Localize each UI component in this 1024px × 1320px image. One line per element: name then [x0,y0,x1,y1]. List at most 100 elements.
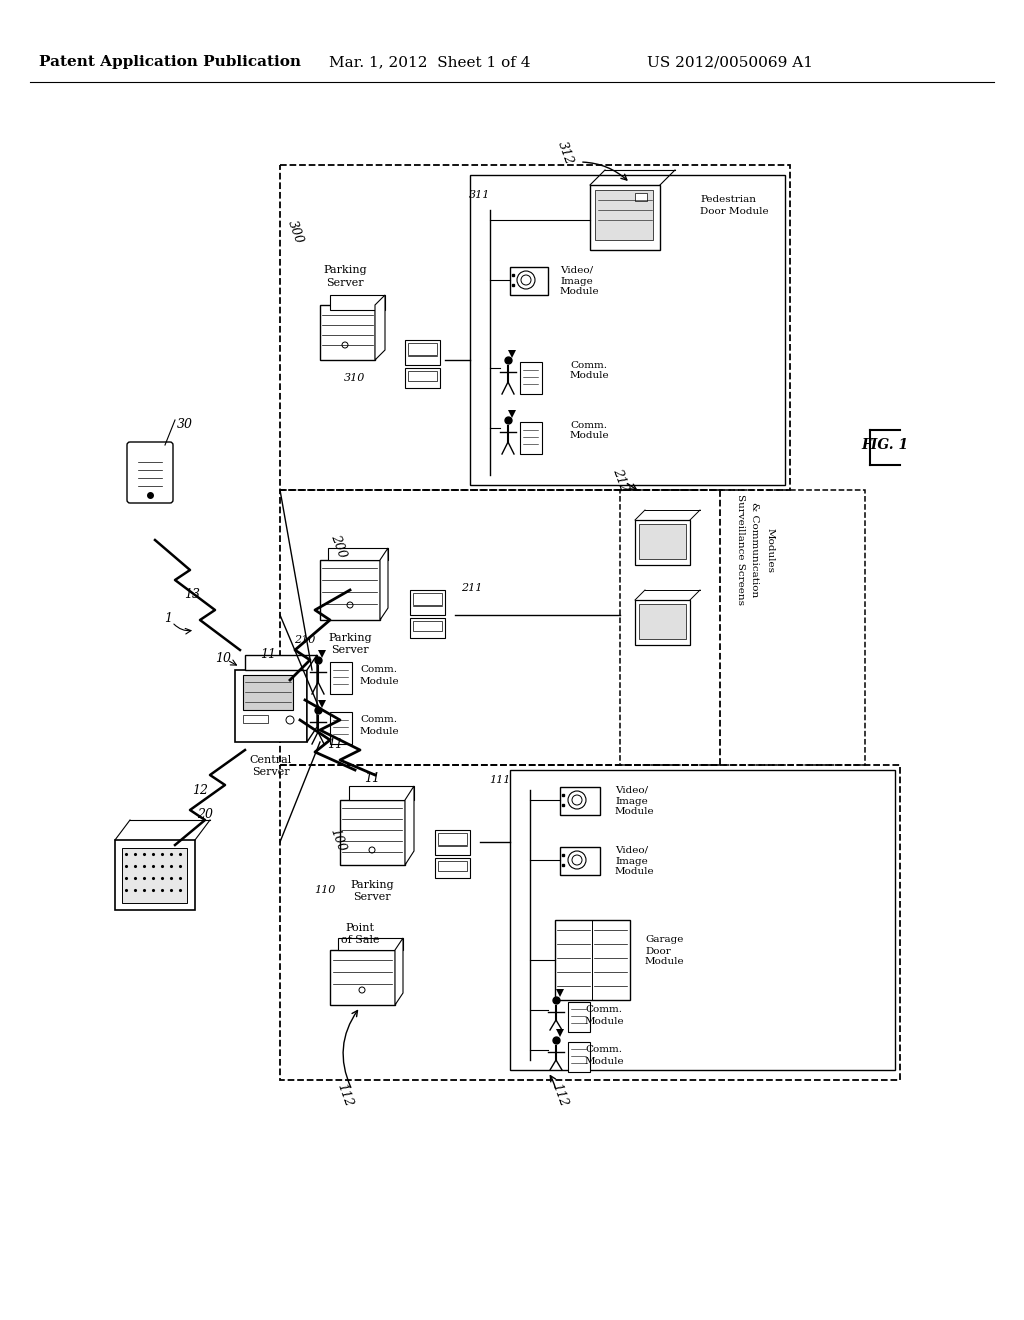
Text: 211: 211 [462,583,482,593]
Text: Patent Application Publication: Patent Application Publication [39,55,301,69]
Bar [340,800,406,865]
Circle shape [572,855,582,865]
Bar [410,618,445,638]
Text: 30: 30 [177,418,193,432]
Text: Video/: Video/ [615,846,648,854]
Text: Parking: Parking [350,880,394,890]
Bar [595,190,653,240]
Bar [122,847,187,903]
Text: 10: 10 [215,652,231,664]
Bar [319,560,380,620]
Text: Video/: Video/ [615,785,648,795]
Circle shape [568,791,586,809]
Bar [330,294,385,310]
Bar [319,305,375,360]
Bar [243,715,268,723]
Text: Image: Image [615,796,648,805]
Text: of Sale: of Sale [341,935,379,945]
Bar [438,861,467,871]
Text: 20: 20 [197,808,213,821]
Text: 110: 110 [314,884,336,895]
Text: Comm.: Comm. [570,360,607,370]
Bar [639,524,686,558]
Polygon shape [307,655,317,742]
Text: Module: Module [560,288,600,297]
Polygon shape [318,649,326,657]
Text: 11: 11 [364,771,380,784]
Text: 200: 200 [328,532,348,560]
Text: Module: Module [585,1016,625,1026]
Text: Image: Image [560,276,593,285]
Circle shape [359,987,365,993]
Bar [639,605,686,639]
Bar [510,770,895,1071]
Text: Comm.: Comm. [570,421,607,429]
Polygon shape [375,294,385,360]
Text: 100: 100 [328,826,348,854]
Text: Module: Module [645,957,685,966]
Bar [330,711,352,744]
Text: Surveillance Screens: Surveillance Screens [735,495,744,606]
Text: Module: Module [570,371,609,380]
Bar [560,847,600,875]
Bar [635,193,647,201]
Text: 12: 12 [193,784,208,796]
Bar [338,939,403,950]
Circle shape [347,602,353,609]
Text: 210: 210 [294,635,315,645]
Text: Server: Server [353,892,391,902]
Text: Door Module: Door Module [700,207,769,216]
Text: Comm.: Comm. [360,665,397,675]
Polygon shape [508,411,516,418]
Bar [635,601,690,645]
Bar [438,833,467,845]
Text: 112: 112 [335,1081,355,1109]
Text: 212: 212 [609,466,630,494]
Bar [280,490,720,766]
Bar [406,341,440,366]
Bar [115,840,195,909]
Text: Garage: Garage [645,936,683,945]
Bar [330,950,395,1005]
Bar [280,766,900,1080]
Bar [470,176,785,484]
Text: Module: Module [360,676,399,685]
Text: FIG. 1: FIG. 1 [861,438,908,451]
Text: & Communication: & Communication [751,503,760,598]
Text: 11: 11 [327,738,343,751]
Bar [413,593,442,605]
Bar [245,655,317,671]
Text: 111: 111 [489,775,511,785]
Text: Parking: Parking [328,634,372,643]
Polygon shape [395,939,403,1005]
Text: 1: 1 [164,611,172,624]
Text: 312: 312 [555,140,575,166]
Bar [568,1041,590,1072]
Polygon shape [556,989,564,997]
Text: Module: Module [615,867,654,876]
Bar [520,422,542,454]
Polygon shape [508,350,516,358]
Polygon shape [318,700,326,708]
Text: Module: Module [570,432,609,441]
Circle shape [342,342,348,348]
Bar [410,590,445,615]
Text: Central: Central [250,755,292,766]
Text: Server: Server [327,279,364,288]
Text: 112: 112 [550,1081,570,1109]
Text: Door: Door [645,946,671,956]
Bar [635,520,690,565]
Text: Point: Point [345,923,375,933]
Text: US 2012/0050069 A1: US 2012/0050069 A1 [647,55,813,69]
Polygon shape [380,548,388,620]
Text: Video/: Video/ [560,265,593,275]
Text: Module: Module [615,808,654,817]
Text: 11: 11 [260,648,276,661]
Bar [555,920,630,1001]
Bar [590,185,660,249]
Bar [520,362,542,393]
Text: Module: Module [360,726,399,735]
Bar [234,671,307,742]
Circle shape [568,851,586,869]
Bar [560,787,600,814]
